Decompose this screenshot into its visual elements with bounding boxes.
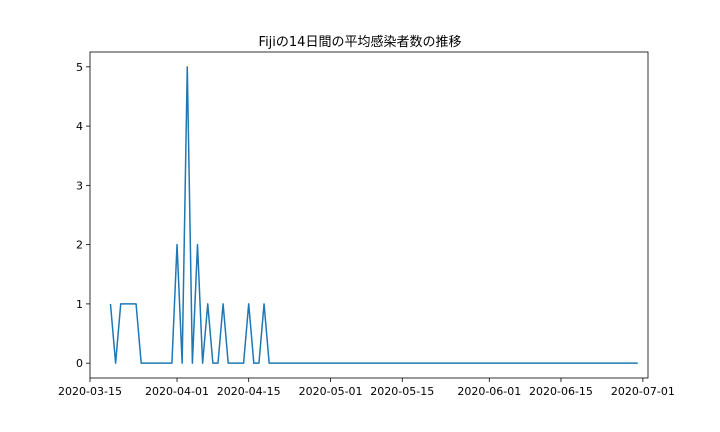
chart-title: Fijiの14日間の平均感染者数の推移 — [259, 34, 462, 50]
x-tick-label: 2020-06-01 — [457, 385, 521, 398]
y-tick-label: 4 — [76, 120, 83, 133]
x-tick-label: 2020-04-01 — [145, 385, 209, 398]
plot-area: 0 1 2 3 4 5 2020-03-15 2020-04-01 2020-04-15 2020… — [58, 51, 675, 398]
data-layer — [109, 66, 638, 364]
x-tick-label: 2020-03-15 — [58, 385, 122, 398]
y-tick-label: 0 — [76, 357, 83, 370]
x-tick-label: 2020-05-01 — [299, 385, 363, 398]
y-tick-label: 1 — [76, 298, 83, 311]
x-tick-label: 2020-06-15 — [529, 385, 593, 398]
y-tick-label: 5 — [76, 61, 83, 74]
y-tick-label: 3 — [76, 179, 83, 192]
x-tick-label: 2020-04-15 — [217, 385, 281, 398]
x-tick-label: 2020-07-01 — [611, 385, 675, 398]
axes-layer: 0 1 2 3 4 5 2020-03-15 2020-04-01 2020-04-15 2020… — [58, 51, 675, 398]
x-tick-label: 2020-05-15 — [370, 385, 434, 398]
y-tick-label: 2 — [76, 239, 83, 252]
axes-frame — [89, 51, 649, 379]
